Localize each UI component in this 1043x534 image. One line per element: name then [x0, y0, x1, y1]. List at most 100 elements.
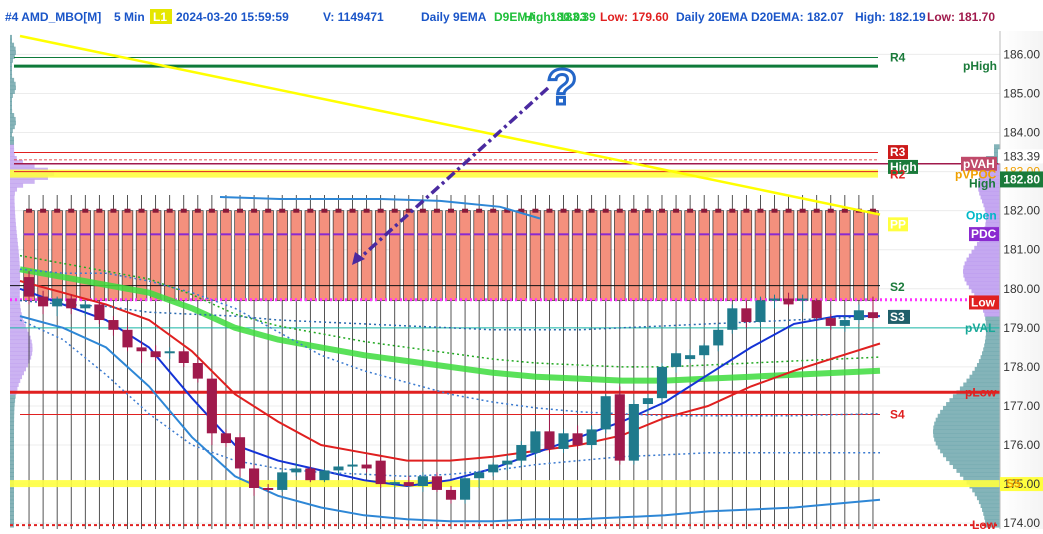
pdc-dot — [867, 233, 879, 236]
box-body — [65, 210, 77, 301]
profile-bar — [10, 191, 15, 196]
profile-bar — [10, 382, 19, 387]
pdc-dot — [586, 233, 598, 236]
profile-bar — [10, 308, 21, 313]
profile-bar — [10, 77, 15, 83]
profile-bar — [10, 323, 26, 329]
box-cap — [729, 208, 736, 213]
price-axis[interactable]: 186.00185.00184.00183.39183.00182.80182.… — [998, 31, 1043, 530]
profile-bar — [10, 144, 15, 149]
profile-bar — [10, 85, 16, 91]
profile-bar — [10, 226, 17, 231]
candle-body — [403, 482, 414, 487]
pHigh-label: pHigh — [963, 59, 997, 73]
profile-bar — [10, 245, 19, 251]
box-cap — [419, 208, 426, 213]
box-cap — [743, 208, 750, 213]
axis-background — [1000, 31, 1043, 529]
profile-bar — [10, 179, 35, 184]
profile-bar — [976, 241, 1000, 247]
High_top-badge — [888, 159, 918, 174]
question-mark-icon: ? — [547, 59, 578, 115]
box-cap — [293, 208, 300, 213]
profile-bar — [978, 359, 1000, 364]
profile-bar — [10, 499, 14, 505]
pdc-dot — [853, 233, 865, 236]
timestamp: 2024-03-20 15:59:59 — [176, 10, 289, 24]
tick-label: 186.00 — [1003, 47, 1040, 61]
box-body — [867, 210, 879, 301]
pdc-dot — [164, 233, 176, 236]
tick-label: 182.00 — [1003, 204, 1040, 218]
profile-bar — [978, 499, 1000, 505]
S3-label: S3 — [890, 310, 905, 324]
profile-bar — [935, 441, 1000, 446]
box-body — [360, 210, 373, 301]
profile-bar — [10, 155, 17, 161]
profile-bar — [985, 523, 1000, 528]
box-body — [853, 210, 865, 301]
arrow-head-icon — [352, 252, 365, 265]
profile-bar — [985, 214, 1000, 219]
tick-label: 178.00 — [1003, 360, 1040, 374]
profile-bar — [10, 97, 12, 102]
box-cap — [462, 208, 469, 213]
box-cap — [476, 208, 483, 213]
candle-body — [769, 298, 780, 301]
S5-label: S5 — [1006, 476, 1021, 490]
profile-bar — [10, 253, 20, 259]
candle-body — [389, 482, 400, 485]
pdc-dot — [276, 233, 288, 236]
pdc-dot — [628, 233, 640, 236]
box-body — [262, 210, 274, 301]
box-body — [220, 210, 232, 301]
profile-bar — [974, 491, 1000, 497]
profile-bar — [10, 210, 16, 216]
box-body — [290, 210, 302, 301]
annotations — [352, 86, 550, 265]
pdc-dot — [473, 233, 485, 236]
profile-bar — [10, 398, 16, 403]
profile-bar — [10, 261, 20, 266]
candle-body — [38, 296, 49, 307]
profile-bar — [963, 273, 1000, 278]
candle-body — [150, 351, 161, 358]
candle-body — [755, 300, 766, 322]
box-body — [557, 210, 570, 301]
box-body — [726, 210, 739, 301]
pdc-dot — [347, 233, 358, 236]
candle-body — [741, 308, 752, 322]
profile-bar — [956, 468, 1000, 473]
arrow-line — [358, 86, 550, 260]
Open-label: Open — [966, 208, 997, 222]
pdc-dot — [333, 233, 344, 236]
profile-bar — [10, 468, 15, 473]
profile-bar — [10, 89, 15, 94]
pdc-dot — [122, 233, 133, 236]
profile-bar — [10, 312, 22, 317]
header-bar — [0, 0, 1043, 31]
profile-bar — [10, 206, 15, 212]
profile-bar — [934, 437, 1000, 442]
candle-body — [460, 478, 471, 500]
box-cap — [602, 208, 609, 213]
R4-label: R4 — [890, 51, 906, 65]
profile-bar — [10, 152, 15, 157]
candle-body — [164, 351, 175, 354]
profile-bar — [10, 503, 14, 509]
volume-profile-left — [10, 34, 55, 528]
moving-averages — [19, 196, 881, 523]
pdc-dot — [670, 233, 682, 236]
PP-label: PP — [890, 217, 906, 231]
candle-body — [347, 464, 358, 467]
High_right-label: High — [969, 176, 996, 190]
profile-bar — [10, 425, 15, 430]
candle-body — [192, 363, 203, 379]
candle-body — [333, 466, 344, 471]
profile-bar — [10, 409, 15, 415]
profile-bar — [984, 515, 1000, 520]
pdc-dot — [108, 233, 119, 236]
box-body — [473, 210, 485, 301]
